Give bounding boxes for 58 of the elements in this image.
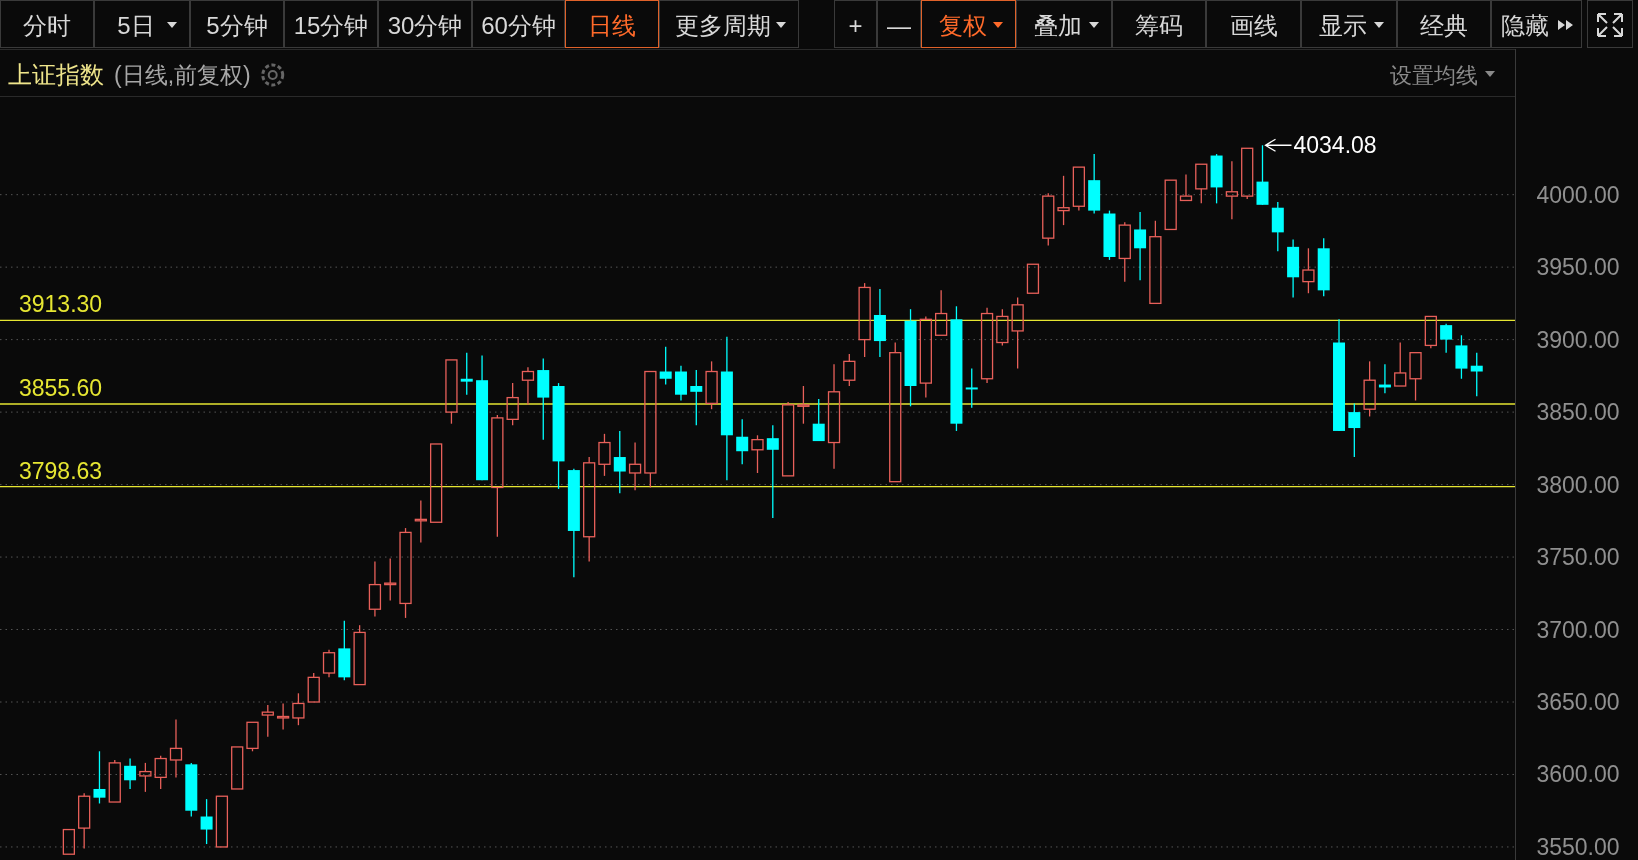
candlestick [766, 424, 779, 519]
y-tick-label: 3950.00 [1536, 254, 1620, 281]
candlestick [1026, 263, 1040, 294]
y-tick-label: 3700.00 [1536, 616, 1620, 643]
candlestick [1409, 352, 1422, 402]
candlestick [965, 367, 978, 409]
y-tick-label: 3900.00 [1536, 326, 1620, 353]
annotation: 4034.08 [1293, 132, 1377, 159]
candlestick [1455, 334, 1468, 380]
candlestick [659, 346, 672, 386]
y-tick-label: 3800.00 [1536, 471, 1620, 498]
candlestick [1072, 166, 1086, 212]
text: 设置均线 [1390, 63, 1478, 88]
chart-title: 上证指数 [8, 61, 104, 88]
candlestick [1348, 402, 1361, 458]
candlestick [231, 746, 244, 790]
chart-subtitle: (日线,前复权) [114, 62, 251, 88]
y-tick-label: 3600.00 [1536, 761, 1620, 788]
candlestick [521, 366, 535, 406]
candlestick [429, 443, 443, 523]
candlestick [628, 441, 642, 492]
candlestick [1440, 323, 1453, 354]
toolbar: 分时 5日 5分钟 15分钟 30分钟 60分钟 日线 更多周期 + — 复权 叠加 筹码 画线 显示 经典 隐藏 [0, 0, 1582, 48]
candlestick [215, 795, 229, 848]
candlestick [980, 307, 994, 384]
candlestick [93, 750, 106, 805]
candlestick [613, 430, 626, 494]
candlestick [1179, 173, 1193, 202]
y-tick-label: 3850.00 [1536, 399, 1620, 426]
y-tick-label: 3550.00 [1536, 833, 1620, 860]
candlestick [200, 798, 213, 845]
candlestick [1225, 160, 1239, 220]
candlestick [414, 499, 427, 544]
candlestick [736, 418, 749, 465]
candlestick [322, 649, 336, 679]
candlestick [812, 398, 825, 442]
candlestick [1164, 179, 1177, 231]
candlestick [124, 757, 137, 790]
candlestick [1256, 144, 1269, 206]
candlestick [62, 828, 76, 855]
candlestick [1470, 352, 1483, 397]
ref-line-label: 3855.60 [19, 374, 103, 401]
candlestick [674, 365, 687, 402]
y-tick-label: 4000.00 [1536, 181, 1620, 208]
y-tick-label: 3750.00 [1536, 544, 1620, 571]
candlestick [169, 718, 183, 779]
candlestick [1134, 211, 1147, 281]
candlestick [690, 369, 703, 426]
candlestick [368, 560, 382, 618]
candlestick [827, 363, 841, 470]
ref-line-label: 3798.63 [19, 457, 103, 484]
ref-line-label: 3913.30 [19, 291, 103, 318]
candlestick [934, 289, 948, 336]
y-tick-label: 3650.00 [1536, 689, 1620, 715]
candlestick [276, 702, 290, 731]
candlestick [781, 401, 795, 477]
candlestick [1394, 341, 1407, 387]
candlestick [460, 352, 473, 396]
